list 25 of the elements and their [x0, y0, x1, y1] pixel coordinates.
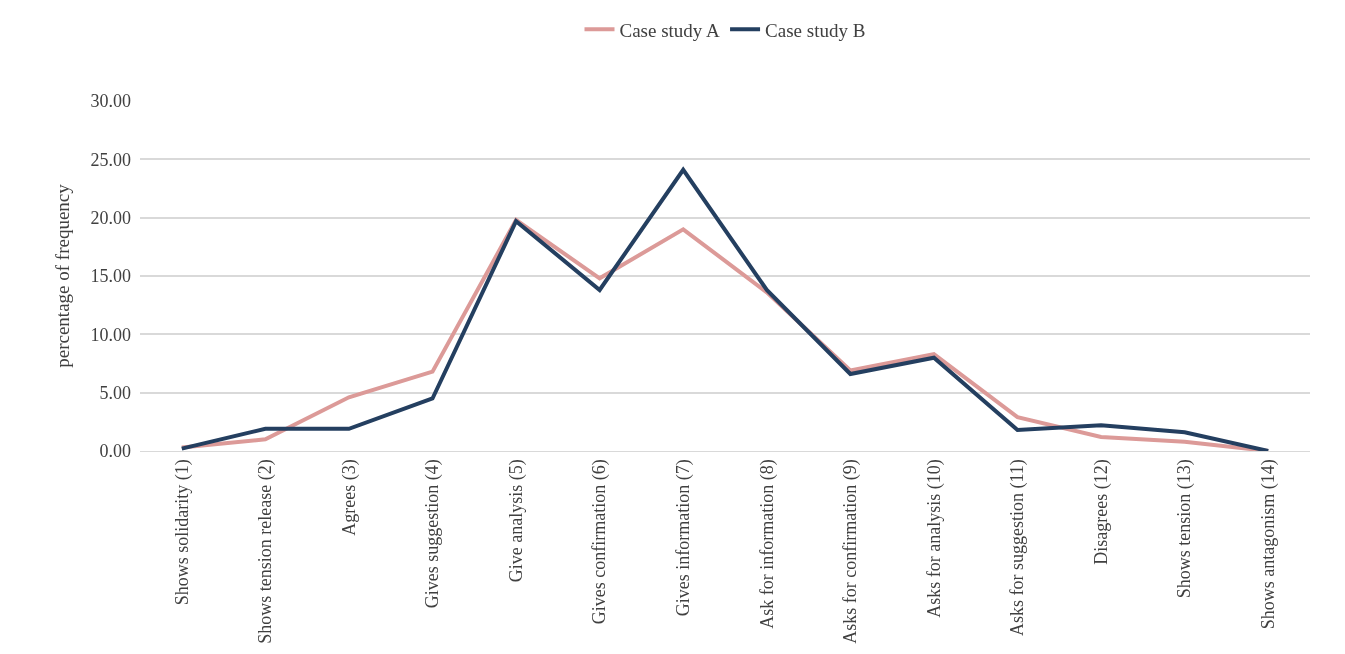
x-tick-label: Agrees (3)	[338, 459, 360, 536]
legend-label: Case study B	[765, 19, 866, 41]
y-tick-label: 25.00	[90, 149, 131, 170]
x-tick-label: Shows tension (13)	[1174, 459, 1196, 599]
x-tick-label: Asks for suggestion (11)	[1007, 459, 1029, 637]
y-tick-label: 30.00	[90, 91, 131, 112]
x-tick-label: Disagrees (12)	[1090, 459, 1112, 565]
x-tick-label: Asks for confirmation (9)	[840, 459, 862, 644]
x-tick-label: Shows tension release (2)	[255, 459, 277, 644]
x-tick-label: Ask for information (8)	[756, 459, 778, 629]
legend-label: Case study A	[619, 19, 721, 41]
x-tick-label: Gives information (7)	[673, 459, 695, 617]
x-tick-label: Asks for analysis (10)	[923, 459, 945, 618]
y-tick-label: 15.00	[90, 266, 131, 287]
line-series	[179, 167, 1271, 451]
x-tick-label: Shows antagonism (14)	[1258, 459, 1280, 630]
x-tick-label: Gives suggestion (4)	[422, 459, 444, 609]
y-tick-label: 5.00	[99, 382, 131, 403]
y-tick-label: 0.00	[99, 441, 131, 462]
y-tick-label: 10.00	[90, 324, 131, 345]
x-tick-label: Give analysis (5)	[505, 459, 527, 583]
y-axis-title: percentage of frequency	[52, 183, 74, 368]
x-tick-label: Gives confirmation (6)	[589, 459, 611, 625]
y-tick-label: 20.00	[90, 207, 131, 228]
x-tick-label: Shows solidarity (1)	[171, 459, 193, 606]
